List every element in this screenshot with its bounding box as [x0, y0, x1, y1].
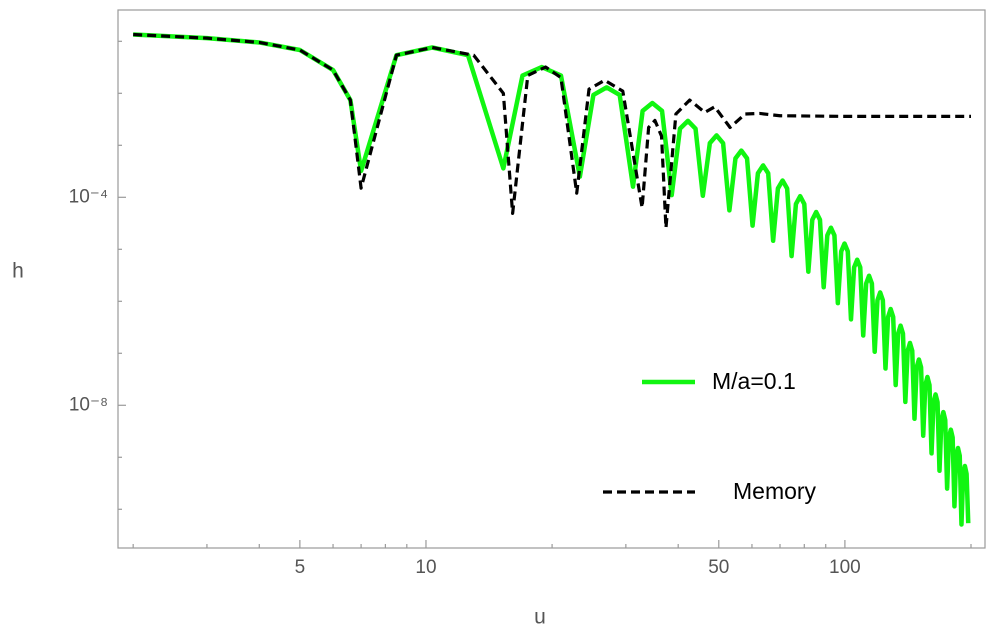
- legend-label: Memory: [733, 478, 817, 504]
- y-tick-label: 10⁻⁴: [69, 186, 108, 207]
- x-tick-label: 5: [295, 557, 306, 578]
- x-axis-label: u: [534, 606, 546, 629]
- legend-label: M/a=0.1: [712, 368, 796, 394]
- series-line: [133, 32, 971, 230]
- series-line: [133, 32, 971, 527]
- y-axis-label: h: [12, 260, 24, 283]
- y-tick-label: 10⁻⁸: [69, 394, 108, 415]
- x-tick-label: 10: [415, 557, 436, 578]
- x-tick-label: 100: [829, 557, 861, 578]
- x-tick-label: 50: [708, 557, 729, 578]
